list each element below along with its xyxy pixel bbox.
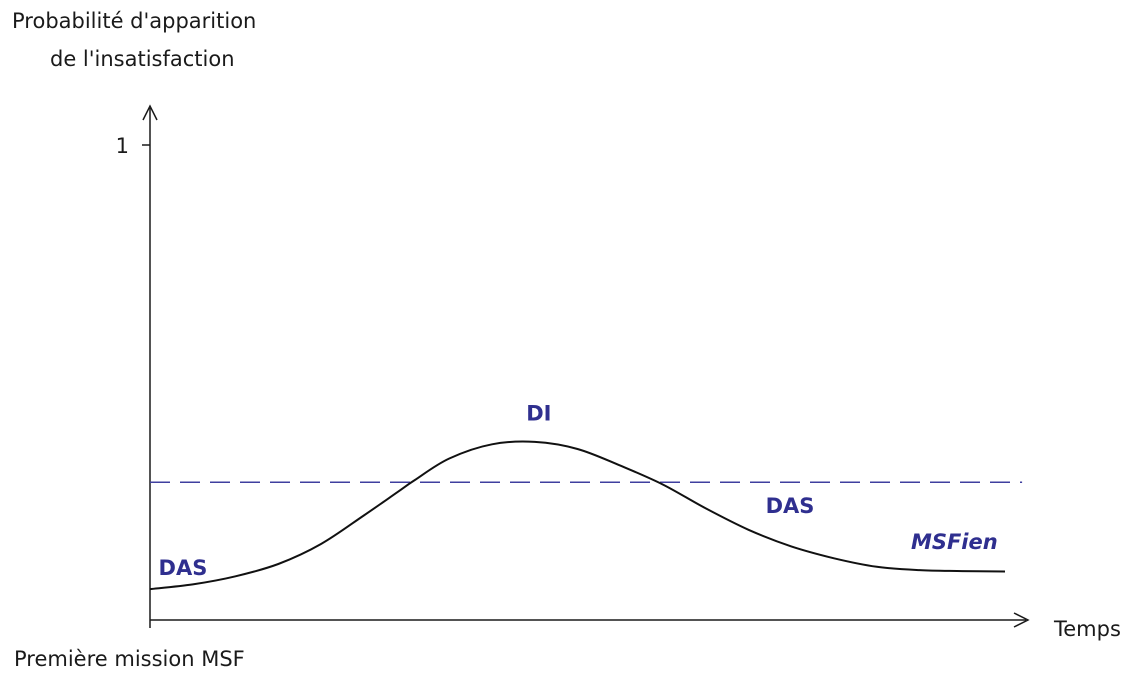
x-axis xyxy=(150,612,1030,628)
x-axis-label: Temps xyxy=(1054,617,1121,641)
annotation-2: DAS xyxy=(766,494,815,518)
annotation-layer: DAS DI DAS MSFien xyxy=(159,402,998,580)
x-axis-arrow xyxy=(1013,612,1030,628)
y-ticks: 1 xyxy=(116,134,150,158)
annotation-1: DI xyxy=(526,402,551,426)
origin-label: Première mission MSF xyxy=(14,647,245,671)
y-axis-label-line-1: Probabilité d'apparition xyxy=(12,9,257,33)
y-tick-label-0: 1 xyxy=(116,134,129,158)
annotation-3: MSFien xyxy=(911,530,998,554)
series-layer xyxy=(149,440,1006,591)
series-line-0 xyxy=(149,440,1006,591)
y-axis-arrow xyxy=(142,104,158,121)
y-axis-label-line-2: de l'insatisfaction xyxy=(50,47,235,71)
annotation-0: DAS xyxy=(159,556,208,580)
y-axis xyxy=(142,104,158,628)
